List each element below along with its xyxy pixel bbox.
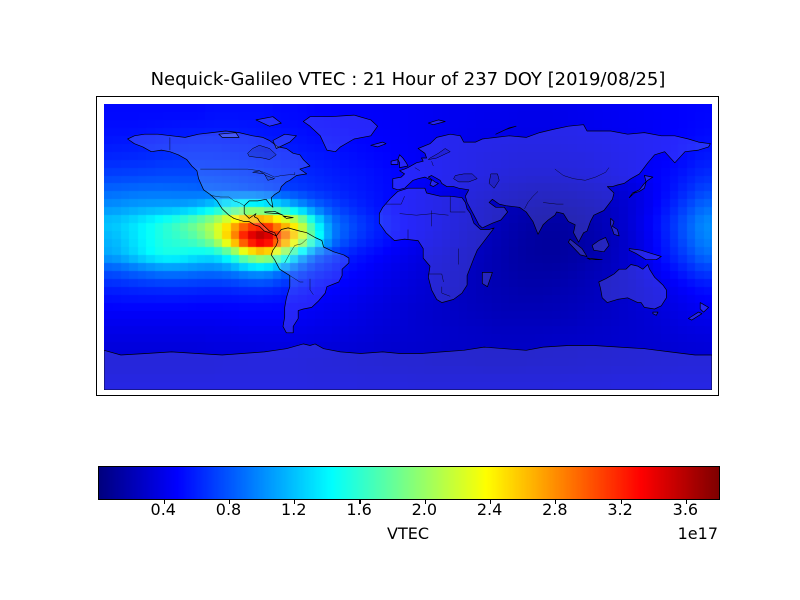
- coastline: [127, 130, 311, 237]
- border-line: [399, 213, 449, 216]
- lake-outline: [488, 173, 500, 189]
- coastline: [495, 125, 517, 135]
- border-line: [289, 275, 304, 283]
- vtec-heatmap: [104, 104, 712, 390]
- colorbar-tick-labels: 0.4 0.8 1.2 1.6 2.0 2.4 2.8 3.2 3.6: [98, 500, 718, 520]
- colorbar-tick-label: 1.6: [346, 500, 372, 519]
- colorbar-tick-label: 3.2: [607, 500, 633, 519]
- colorbar-tick-label: 1.2: [281, 500, 307, 519]
- coastline: [427, 119, 446, 126]
- coastline: [568, 238, 588, 257]
- colorbar-tick: [228, 499, 231, 504]
- coastline: [628, 248, 662, 261]
- coastline: [591, 237, 610, 253]
- border-line: [441, 286, 451, 297]
- country-borders: [169, 137, 610, 297]
- lake-outline: [247, 145, 277, 160]
- lake-outline: [453, 173, 478, 183]
- colorbar-tick-label: 0.8: [215, 500, 242, 519]
- coastline: [302, 114, 378, 153]
- coastline: [390, 159, 399, 165]
- colorbar-tick-label: 0.4: [150, 500, 176, 519]
- colorbar-tick: [424, 499, 426, 504]
- border-line: [431, 161, 434, 167]
- coastline: [699, 302, 709, 313]
- land-polygons: [104, 114, 712, 390]
- coastline: [481, 272, 493, 288]
- coastline: [397, 154, 409, 168]
- colorbar-tick: [620, 499, 622, 504]
- colorbar-gradient: [99, 467, 719, 499]
- colorbar-tick: [555, 499, 557, 504]
- colorbar: [98, 466, 720, 504]
- border-line: [210, 195, 245, 206]
- colorbar-tick-label: 2.0: [411, 500, 438, 519]
- coastline: [370, 141, 387, 148]
- coastline: [264, 210, 284, 216]
- coastline: [272, 133, 297, 149]
- border-line: [524, 191, 539, 210]
- coastline: [610, 218, 620, 237]
- coastline: [598, 264, 667, 310]
- border-line: [428, 273, 444, 283]
- colorbar-tick: [685, 499, 687, 504]
- border-line: [294, 238, 307, 246]
- coastline: [652, 311, 659, 316]
- coastline: [255, 116, 282, 127]
- coastline: [282, 215, 294, 219]
- coastlines-overlay: [104, 114, 712, 390]
- colorbar-tick: [163, 499, 165, 504]
- colorbar-tick: [294, 499, 296, 504]
- coastline: [586, 257, 603, 261]
- coastline: [104, 343, 712, 390]
- coastline: [392, 124, 711, 243]
- lake-outline: [427, 148, 451, 161]
- colorbar-tick-label: 2.4: [476, 500, 503, 519]
- coastline: [628, 175, 654, 199]
- colorbar-offset-text: 1e17: [677, 524, 718, 543]
- border-line: [386, 196, 405, 205]
- colorbar-tick: [489, 499, 492, 504]
- colorbar-tick-label: 2.8: [542, 500, 568, 519]
- border-line: [200, 168, 296, 178]
- border-line: [284, 245, 296, 264]
- border-line: [309, 278, 314, 295]
- border-line: [554, 167, 610, 181]
- coastline: [218, 132, 240, 138]
- lake-polygons: [247, 145, 500, 189]
- map-axes: [96, 96, 719, 396]
- colorbar-tick-label: 3.6: [672, 500, 699, 519]
- chart-title: Nequick-Galileo VTEC : 21 Hour of 237 DO…: [150, 69, 666, 90]
- border-line: [543, 202, 564, 205]
- coastline: [688, 311, 703, 321]
- colorbar-label: VTEC: [387, 524, 429, 543]
- border-line: [414, 167, 420, 171]
- colorbar-tick: [359, 499, 361, 504]
